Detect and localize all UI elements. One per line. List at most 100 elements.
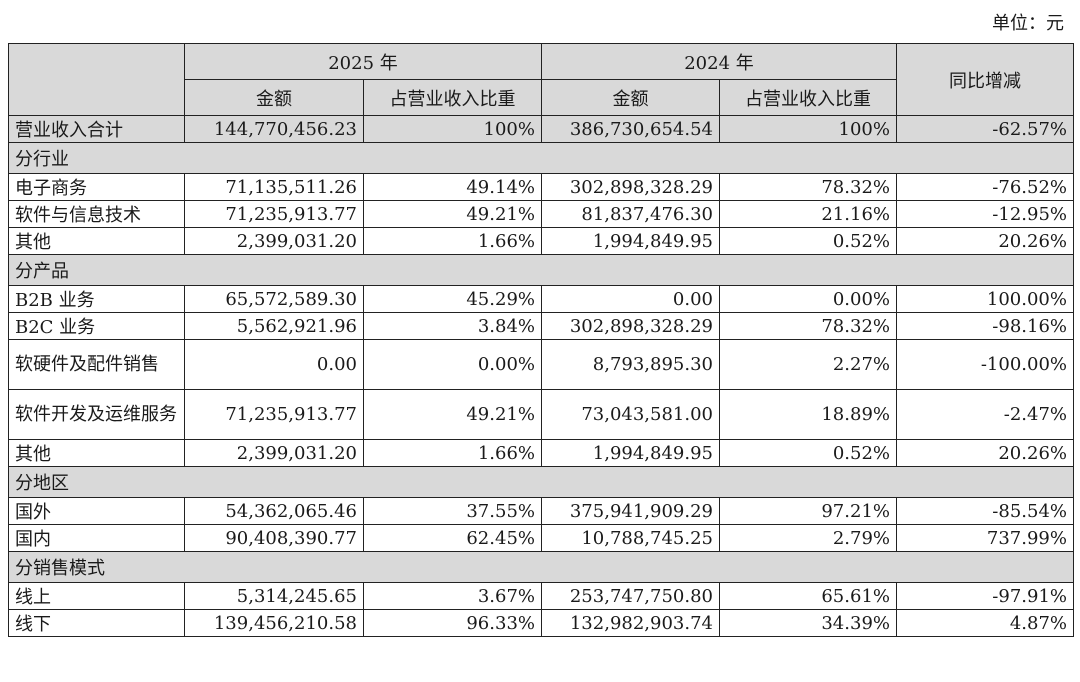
total-amount-2025: 144,770,456.23 — [184, 115, 364, 143]
header-amount-2025: 金额 — [184, 79, 364, 116]
amount-2024: 73,043,581.00 — [541, 389, 720, 440]
total-yoy: -62.57% — [896, 115, 1074, 143]
table-row: 其他 2,399,031.20 1.66% 1,994,849.95 0.52% 20.2… — [8, 227, 1074, 255]
amount-2024: 1,994,849.95 — [541, 227, 720, 255]
table-row: 线上 5,314,245.65 3.67% 253,747,750.80 65.61% -… — [8, 582, 1074, 610]
yoy-change: -100.00% — [896, 339, 1074, 390]
amount-2024: 302,898,328.29 — [541, 173, 720, 201]
ratio-2024: 2.27% — [719, 339, 897, 390]
amount-2024: 81,837,476.30 — [541, 200, 720, 228]
row-label: 国外 — [8, 497, 185, 525]
table-row: 软件与信息技术 71,235,913.77 49.21% 81,837,476.30 2… — [8, 200, 1074, 228]
table-body: 营业收入合计 144,770,456.23 100% 386,730,654.5… — [8, 115, 1074, 637]
ratio-2024: 0.00% — [719, 285, 897, 313]
amount-2025: 71,235,913.77 — [184, 200, 364, 228]
ratio-2024: 78.32% — [719, 173, 897, 201]
yoy-change: 4.87% — [896, 609, 1074, 637]
amount-2025: 54,362,065.46 — [184, 497, 364, 525]
row-label: 其他 — [8, 227, 185, 255]
section-title: 分产品 — [8, 254, 1074, 286]
amount-2025: 90,408,390.77 — [184, 524, 364, 552]
header-yoy: 同比增减 — [896, 43, 1074, 116]
header-ratio-2025: 占营业收入比重 — [363, 79, 542, 116]
total-amount-2024: 386,730,654.54 — [541, 115, 720, 143]
ratio-2025: 0.00% — [363, 339, 542, 390]
amount-2025: 71,235,913.77 — [184, 389, 364, 440]
amount-2024: 253,747,750.80 — [541, 582, 720, 610]
amount-2024: 375,941,909.29 — [541, 497, 720, 525]
section-title: 分行业 — [8, 142, 1074, 174]
total-ratio-2024: 100% — [719, 115, 897, 143]
amount-2024: 8,793,895.30 — [541, 339, 720, 390]
yoy-change: 100.00% — [896, 285, 1074, 313]
ratio-2025: 49.21% — [363, 389, 542, 440]
amount-2024: 132,982,903.74 — [541, 609, 720, 637]
ratio-2025: 96.33% — [363, 609, 542, 637]
header-row-metrics: 金额 占营业收入比重 金额 占营业收入比重 — [9, 79, 1074, 116]
table-header: 2025 年 2024 年 同比增减 金额 占营业收入比重 金额 占营业收入比重 — [8, 43, 1074, 116]
yoy-change: -97.91% — [896, 582, 1074, 610]
ratio-2024: 18.89% — [719, 389, 897, 440]
amount-2025: 5,314,245.65 — [184, 582, 364, 610]
ratio-2025: 1.66% — [363, 227, 542, 255]
total-label: 营业收入合计 — [8, 115, 185, 143]
amount-2024: 10,788,745.25 — [541, 524, 720, 552]
yoy-change: 20.26% — [896, 227, 1074, 255]
ratio-2025: 1.66% — [363, 439, 542, 467]
ratio-2024: 0.52% — [719, 439, 897, 467]
amount-2025: 2,399,031.20 — [184, 227, 364, 255]
table-row: 线下 139,456,210.58 96.33% 132,982,903.74 34.3… — [8, 609, 1074, 637]
amount-2025: 2,399,031.20 — [184, 439, 364, 467]
amount-2025: 0.00 — [184, 339, 364, 390]
row-label: 软硬件及配件销售 — [8, 339, 185, 390]
row-label: 线上 — [8, 582, 185, 610]
header-year-2024: 2024 年 — [541, 43, 897, 80]
header-ratio-2024: 占营业收入比重 — [719, 79, 897, 116]
unit-label: 单位：元 — [992, 13, 1064, 34]
yoy-change: -12.95% — [896, 200, 1074, 228]
ratio-2024: 2.79% — [719, 524, 897, 552]
amount-2024: 1,994,849.95 — [541, 439, 720, 467]
row-label: 线下 — [8, 609, 185, 637]
ratio-2024: 78.32% — [719, 312, 897, 340]
yoy-change: -85.54% — [896, 497, 1074, 525]
ratio-2024: 0.52% — [719, 227, 897, 255]
ratio-2024: 21.16% — [719, 200, 897, 228]
section-header-row: 分地区 — [8, 466, 1074, 498]
table-row: B2B 业务 65,572,589.30 45.29% 0.00 0.00% 100.00… — [8, 285, 1074, 313]
row-label: B2C 业务 — [8, 312, 185, 340]
section-title: 分销售模式 — [8, 551, 1074, 583]
row-label: 国内 — [8, 524, 185, 552]
ratio-2025: 37.55% — [363, 497, 542, 525]
row-label: 软件开发及运维服务 — [8, 389, 185, 440]
amount-2025: 5,562,921.96 — [184, 312, 364, 340]
table-row: 软件开发及运维服务 71,235,913.77 49.21% 73,043,581.0… — [8, 389, 1074, 440]
yoy-change: -2.47% — [896, 389, 1074, 440]
ratio-2025: 3.84% — [363, 312, 542, 340]
table-row: 国内 90,408,390.77 62.45% 10,788,745.25 2.79% 7… — [8, 524, 1074, 552]
row-label: 电子商务 — [8, 173, 185, 201]
section-header-row: 分产品 — [8, 254, 1074, 286]
amount-2024: 302,898,328.29 — [541, 312, 720, 340]
ratio-2024: 65.61% — [719, 582, 897, 610]
ratio-2025: 49.21% — [363, 200, 542, 228]
total-row: 营业收入合计 144,770,456.23 100% 386,730,654.5… — [8, 115, 1074, 143]
row-label: B2B 业务 — [8, 285, 185, 313]
yoy-change: -98.16% — [896, 312, 1074, 340]
yoy-change: 20.26% — [896, 439, 1074, 467]
section-title: 分地区 — [8, 466, 1074, 498]
table-row: 电子商务 71,135,511.26 49.14% 302,898,328.29 78.… — [8, 173, 1074, 201]
header-year-2025: 2025 年 — [184, 43, 542, 80]
revenue-table: 2025 年 2024 年 同比增减 金额 占营业收入比重 金额 占营业收入比重… — [8, 43, 1074, 637]
table-row: 软硬件及配件销售 0.00 0.00% 8,793,895.30 2.27% -100.0… — [8, 339, 1074, 390]
section-header-row: 分行业 — [8, 142, 1074, 174]
yoy-change: -76.52% — [896, 173, 1074, 201]
yoy-change: 737.99% — [896, 524, 1074, 552]
ratio-2025: 3.67% — [363, 582, 542, 610]
header-row-years: 2025 年 2024 年 同比增减 — [8, 43, 1074, 116]
table-row: 国外 54,362,065.46 37.55% 375,941,909.29 97.21… — [8, 497, 1074, 525]
amount-2024: 0.00 — [541, 285, 720, 313]
total-ratio-2025: 100% — [363, 115, 542, 143]
ratio-2025: 45.29% — [363, 285, 542, 313]
ratio-2024: 34.39% — [719, 609, 897, 637]
